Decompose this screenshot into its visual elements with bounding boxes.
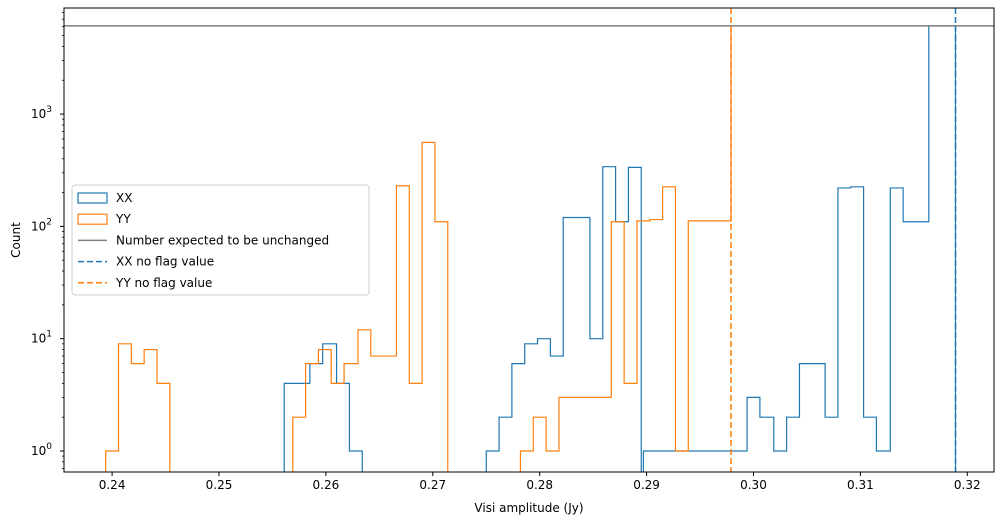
legend-label: XX no flag value bbox=[116, 255, 214, 269]
series-xx-histogram bbox=[283, 25, 957, 472]
x-tick-label: 0.28 bbox=[526, 478, 553, 492]
x-tick-label: 0.29 bbox=[633, 478, 660, 492]
x-axis-label: Visi amplitude (Jy) bbox=[474, 501, 583, 515]
x-tick-label: 0.26 bbox=[313, 478, 340, 492]
axes-frame bbox=[63, 7, 995, 473]
series-yy-histogram bbox=[105, 25, 732, 472]
x-tick-label: 0.32 bbox=[954, 478, 981, 492]
legend-label: YY bbox=[115, 212, 131, 226]
legend-handle bbox=[77, 213, 108, 225]
y-tick-label: 100 bbox=[31, 442, 52, 458]
x-tick-label: 0.31 bbox=[847, 478, 874, 492]
x-tick-label: 0.24 bbox=[99, 478, 126, 492]
x-tick-label: 0.25 bbox=[206, 478, 233, 492]
y-tick-label: 101 bbox=[31, 330, 52, 346]
legend-handle bbox=[77, 192, 108, 204]
plot-area bbox=[64, 8, 994, 472]
legend-label: Number expected to be unchanged bbox=[116, 233, 329, 247]
y-tick-label: 102 bbox=[31, 217, 52, 233]
legend-box bbox=[71, 184, 370, 296]
legend-label: XX bbox=[116, 191, 132, 205]
x-tick-label: 0.27 bbox=[419, 478, 446, 492]
axes: 0.24 0.25 0.26 0.27 0.28 0.29 0.30 0.31 0.32 100 1… bbox=[31, 7, 995, 492]
legend: XX YY Number expected to be unchanged XX no… bbox=[71, 184, 370, 296]
y-tick-label: 103 bbox=[31, 105, 52, 121]
y-axis-label: Count bbox=[9, 222, 23, 258]
x-tick-label: 0.30 bbox=[740, 478, 767, 492]
legend-label: YY no flag value bbox=[115, 276, 212, 290]
